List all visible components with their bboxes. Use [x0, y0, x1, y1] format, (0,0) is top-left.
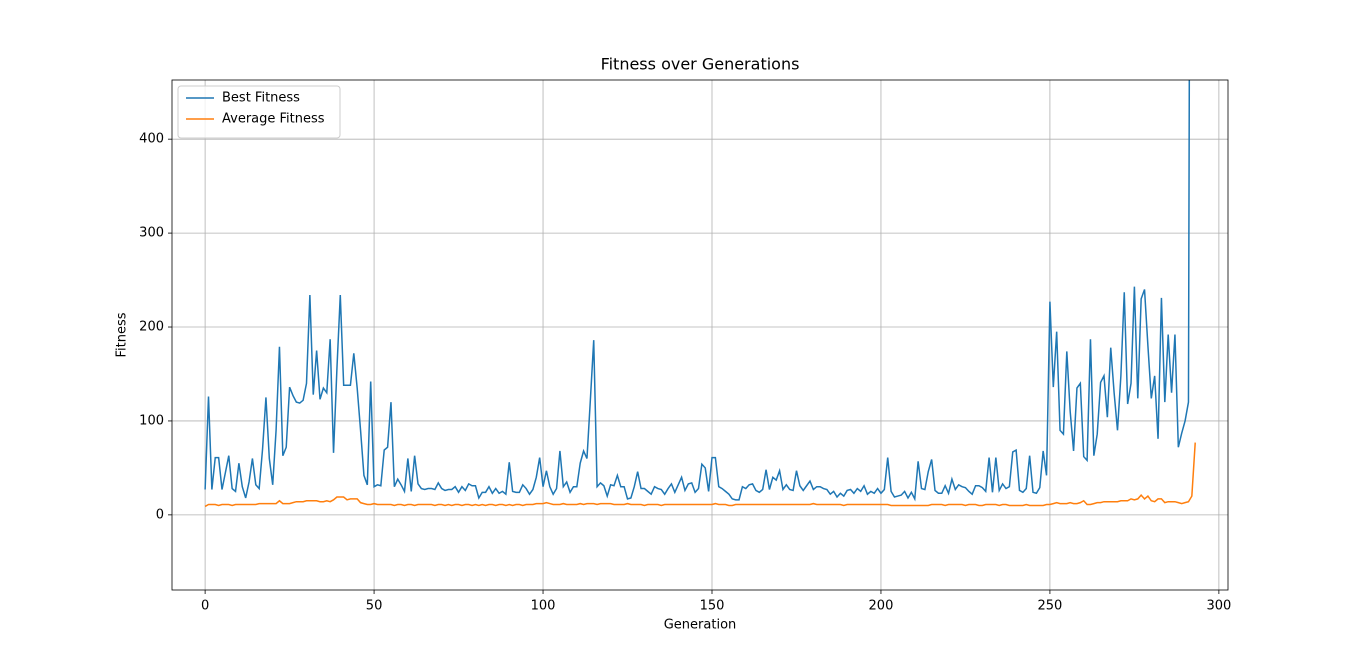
x-tick-label: 300	[1206, 599, 1231, 614]
x-tick-label: 200	[869, 599, 894, 614]
legend-label: Average Fitness	[222, 112, 325, 127]
data-line	[204, 442, 1196, 508]
data-line	[204, 80, 1191, 502]
y-axis-label: Fitness	[115, 312, 130, 357]
legend-box	[177, 85, 341, 139]
y-tick-label: 400	[139, 132, 164, 147]
x-tick-label: 0	[201, 599, 209, 614]
grid	[172, 80, 1228, 590]
x-tick-label: 50	[366, 599, 383, 614]
chart-title: Fitness over Generations	[601, 55, 800, 74]
x-tick-label: 150	[700, 599, 725, 614]
x-tick-label: 250	[1038, 599, 1063, 614]
legend: Best Fitness Average Fitness	[177, 85, 341, 139]
y-tick-label: 0	[156, 507, 164, 522]
x-axis-label: Generation	[664, 618, 737, 633]
axes-frame	[171, 79, 1229, 591]
y-tick-label: 100	[139, 413, 164, 428]
y-tick-label: 300	[139, 226, 164, 241]
legend-label: Best Fitness	[222, 91, 300, 106]
plot-area	[204, 80, 1196, 508]
x-tick-label: 100	[531, 599, 556, 614]
y-tick-label: 200	[139, 320, 164, 335]
